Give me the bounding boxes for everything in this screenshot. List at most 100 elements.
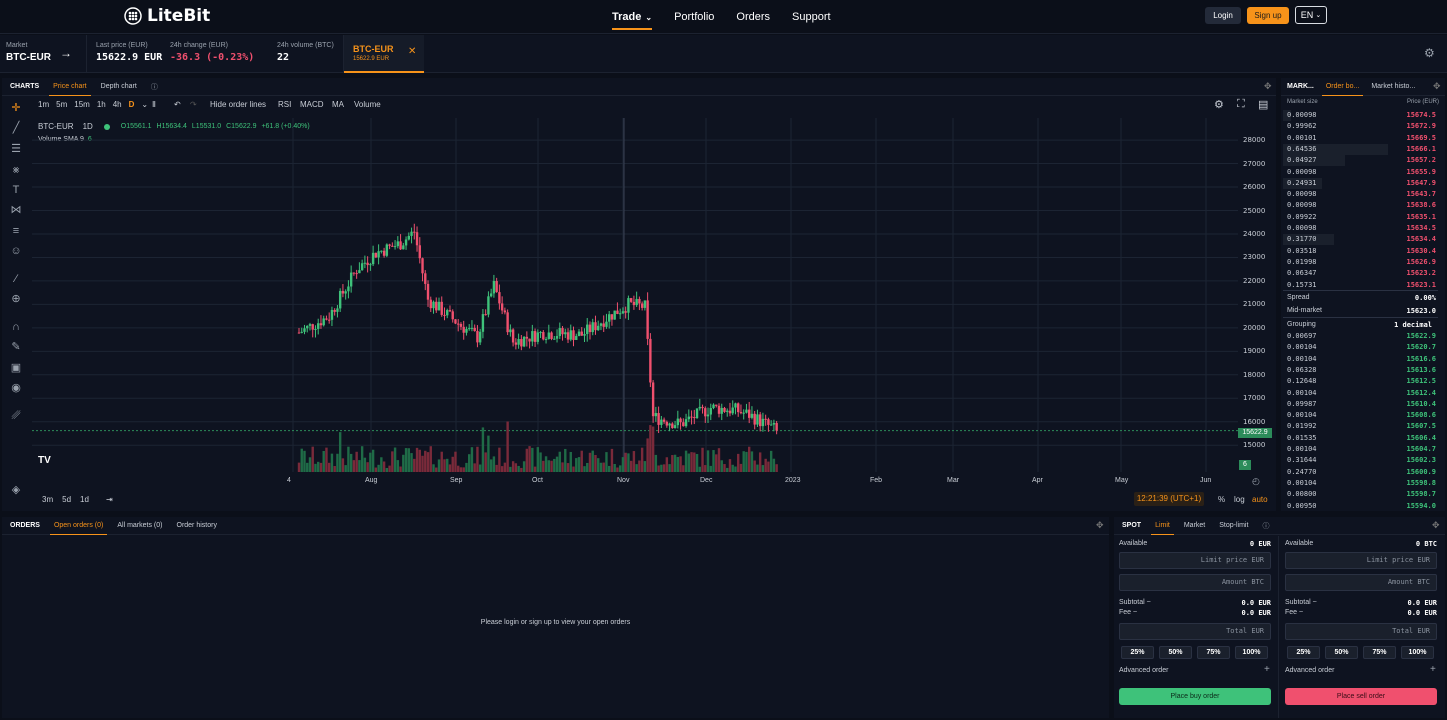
ask-row[interactable]: 0.15731 15623.1 xyxy=(1283,280,1438,291)
tab-limit[interactable]: Limit xyxy=(1151,522,1174,535)
horizontal-lines-icon[interactable]: ☰ xyxy=(11,143,21,155)
arrow-right-icon[interactable]: → xyxy=(60,46,72,60)
ask-row[interactable]: 0.00098 15643.7 xyxy=(1283,189,1438,200)
magnet-icon[interactable]: ∩ xyxy=(12,321,20,333)
auto-toggle[interactable]: auto xyxy=(1252,495,1268,504)
ask-row[interactable]: 0.09922 15635.1 xyxy=(1283,212,1438,223)
nav-orders[interactable]: Orders xyxy=(736,11,771,23)
bid-row[interactable]: 0.00104 15620.7 xyxy=(1283,342,1438,353)
sell-advanced-order[interactable]: Advanced order xyxy=(1285,667,1335,674)
place-buy-order-button[interactable]: Place buy order xyxy=(1119,688,1271,705)
close-icon[interactable]: ✕ xyxy=(408,46,417,57)
camera-icon[interactable]: ▤ xyxy=(1258,99,1269,111)
nav-portfolio[interactable]: Portfolio xyxy=(674,11,715,23)
interval-15m[interactable]: 15m xyxy=(74,100,90,109)
layers-icon[interactable]: ◈ xyxy=(11,484,21,496)
login-button[interactable]: Login xyxy=(1205,7,1241,24)
bid-row[interactable]: 0.00104 15608.6 xyxy=(1283,410,1438,421)
ask-row[interactable]: 0.04927 15657.2 xyxy=(1283,155,1438,167)
zoom-icon[interactable]: ⊕ xyxy=(11,293,21,305)
sell-amount-input[interactable]: Amount BTC xyxy=(1285,574,1437,591)
bid-row[interactable]: 0.24770 15600.9 xyxy=(1283,467,1438,478)
sell-total-input[interactable]: Total EUR xyxy=(1285,623,1437,640)
move-icon[interactable]: ✥ xyxy=(1264,81,1272,91)
buy-75-button[interactable]: 75% xyxy=(1197,646,1230,659)
ask-row[interactable]: 0.00098 15638.6 xyxy=(1283,200,1438,211)
range-1d[interactable]: 1d xyxy=(80,495,89,504)
reset-icon[interactable]: ◴ xyxy=(1252,476,1260,486)
buy-25-button[interactable]: 25% xyxy=(1121,646,1154,659)
trendline-icon[interactable]: ╱ xyxy=(12,122,20,134)
buy-amount-input[interactable]: Amount BTC xyxy=(1119,574,1271,591)
tab-depth-chart[interactable]: Depth chart xyxy=(100,83,137,90)
tab-stop-limit[interactable]: Stop-limit xyxy=(1219,522,1249,529)
range-3m[interactable]: 3m xyxy=(42,495,54,504)
market-tab-btc-eur[interactable]: BTC-EUR 15622.9 EUR ✕ xyxy=(344,35,424,73)
bid-row[interactable]: 0.00104 15604.7 xyxy=(1283,444,1438,455)
buy-100-button[interactable]: 100% xyxy=(1235,646,1268,659)
chevron-down-icon[interactable]: ⌄ xyxy=(141,100,149,109)
hide-order-lines-button[interactable]: Hide order lines xyxy=(210,100,267,109)
tab-open-orders[interactable]: Open orders (0) xyxy=(49,522,108,535)
interval-4h[interactable]: 4h xyxy=(112,100,122,109)
bid-row[interactable]: 0.00950 15594.0 xyxy=(1283,501,1438,512)
percent-toggle[interactable]: % xyxy=(1218,495,1226,504)
ask-row[interactable]: 0.24931 15647.9 xyxy=(1283,177,1438,189)
tab-all-markets[interactable]: All markets (0) xyxy=(117,522,163,529)
ask-row[interactable]: 0.00098 15634.5 xyxy=(1283,223,1438,234)
grouping-select[interactable]: 1 decimal xyxy=(1394,321,1432,329)
rsi-button[interactable]: RSI xyxy=(278,100,292,109)
nav-trade[interactable]: Trade ⌄ xyxy=(612,8,653,30)
bid-row[interactable]: 0.01992 15607.5 xyxy=(1283,421,1438,432)
sell-25-button[interactable]: 25% xyxy=(1287,646,1320,659)
trash-icon[interactable]: ␥ xyxy=(11,410,21,422)
tab-order-history[interactable]: Order history xyxy=(176,522,217,529)
tradingview-logo[interactable]: TV xyxy=(38,455,51,466)
pattern-icon[interactable]: ⋈ xyxy=(10,204,22,216)
tab-orderbook[interactable]: Order bo... xyxy=(1321,83,1364,96)
ruler-icon[interactable]: ∕ xyxy=(15,273,17,285)
sell-100-button[interactable]: 100% xyxy=(1401,646,1434,659)
logo[interactable]: LiteBit xyxy=(124,6,210,26)
ask-row[interactable]: 0.06347 15623.2 xyxy=(1283,268,1438,279)
signup-button[interactable]: Sign up xyxy=(1247,7,1289,24)
place-sell-order-button[interactable]: Place sell order xyxy=(1285,688,1437,705)
emoji-icon[interactable]: ☺ xyxy=(10,245,22,257)
goto-date-icon[interactable]: ⇥ xyxy=(105,495,113,504)
ask-row[interactable]: 0.64536 15666.1 xyxy=(1283,143,1438,155)
plus-icon[interactable]: + xyxy=(1264,664,1270,675)
nav-support[interactable]: Support xyxy=(792,11,831,23)
tab-market[interactable]: Market xyxy=(1183,522,1206,529)
sell-75-button[interactable]: 75% xyxy=(1363,646,1396,659)
interval-1h[interactable]: 1h xyxy=(96,100,106,109)
redo-icon[interactable]: ↷ xyxy=(190,100,197,109)
plus-icon[interactable]: + xyxy=(1430,664,1436,675)
bid-row[interactable]: 0.06328 15613.6 xyxy=(1283,365,1438,376)
fullscreen-icon[interactable]: ⛶ xyxy=(1237,98,1245,110)
move-icon[interactable]: ✥ xyxy=(1096,520,1104,530)
prediction-icon[interactable]: ≡ xyxy=(12,225,20,237)
eye-icon[interactable]: ◉ xyxy=(11,382,21,394)
text-icon[interactable]: T xyxy=(12,184,20,196)
move-icon[interactable]: ✥ xyxy=(1433,81,1441,91)
ask-row[interactable]: 0.01998 15626.9 xyxy=(1283,257,1438,268)
sell-50-button[interactable]: 50% xyxy=(1325,646,1358,659)
macd-button[interactable]: MACD xyxy=(300,100,324,109)
log-toggle[interactable]: log xyxy=(1234,495,1245,504)
sell-limit-price-input[interactable]: Limit price EUR xyxy=(1285,552,1437,569)
settings-icon[interactable]: ⚙ xyxy=(1214,99,1224,111)
bid-row[interactable]: 0.31644 15602.3 xyxy=(1283,455,1438,466)
market-selector[interactable]: Market BTC-EUR xyxy=(6,42,51,63)
interval-5m[interactable]: 5m xyxy=(56,100,68,109)
ask-row[interactable]: 0.31770 15634.4 xyxy=(1283,234,1438,246)
move-icon[interactable]: ✥ xyxy=(1432,520,1440,530)
interval-d[interactable]: D xyxy=(128,100,135,109)
ask-row[interactable]: 0.00098 15674.5 xyxy=(1283,110,1438,121)
candle-type-icon[interactable]: Ⅱ xyxy=(152,100,156,109)
buy-advanced-order[interactable]: Advanced order xyxy=(1119,667,1169,674)
ask-row[interactable]: 0.99962 15672.9 xyxy=(1283,121,1438,132)
undo-icon[interactable]: ↶ xyxy=(174,100,181,109)
pencil-lock-icon[interactable]: ✎ xyxy=(11,341,21,353)
bid-row[interactable]: 0.01535 15606.4 xyxy=(1283,433,1438,444)
